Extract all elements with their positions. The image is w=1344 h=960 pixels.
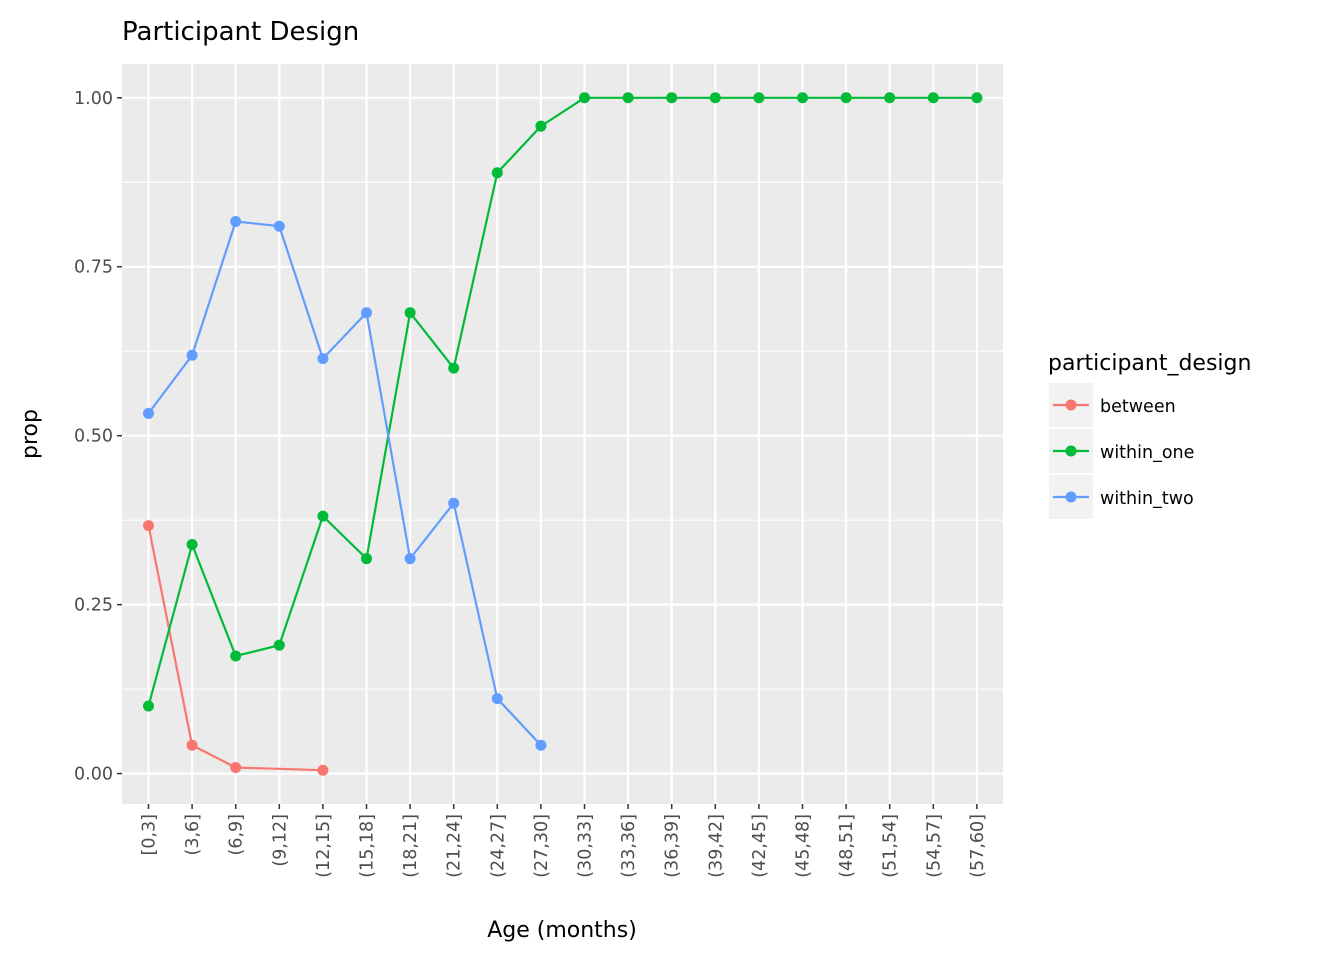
data-point: [273, 220, 285, 232]
legend-item-between: between: [1049, 383, 1176, 427]
x-tick-label: (54,57]: [924, 814, 944, 878]
data-point: [448, 362, 460, 374]
series-line: [147, 525, 323, 772]
data-point: [579, 92, 590, 104]
x-tick-label: [0,3]: [140, 814, 160, 856]
data-point: [927, 92, 939, 104]
legend-key-point: [1065, 491, 1077, 503]
grid-lines: [122, 64, 1003, 804]
x-tick-label: (9,12]: [270, 814, 290, 867]
legend: participant_design between within_onewith…: [1048, 351, 1251, 519]
y-axis: 0.00 0.25 0.50 0.75 1.00: [74, 89, 122, 785]
series-within-one: [143, 92, 983, 712]
x-tick-label: (24,27]: [488, 814, 508, 878]
legend-title: participant_design: [1048, 351, 1251, 376]
data-point: [666, 92, 678, 104]
data-point: [317, 764, 329, 776]
x-tick-label: (15,18]: [358, 814, 378, 878]
legend-label: within_two: [1100, 489, 1194, 509]
data-point: [361, 553, 372, 565]
data-point: [361, 307, 372, 319]
y-tick-label: 0.25: [74, 596, 113, 616]
data-point: [186, 739, 198, 751]
data-point: [143, 520, 154, 532]
x-axis-title: Age (months): [487, 918, 637, 943]
legend-label: between: [1100, 397, 1176, 417]
x-tick-label: (6,9]: [227, 814, 247, 856]
series-line: [147, 220, 542, 746]
series-line: [147, 96, 977, 707]
x-tick-label: (33,36]: [619, 814, 639, 878]
y-tick-label: 1.00: [74, 89, 113, 109]
x-tick-label: (30,33]: [576, 814, 596, 878]
x-tick-label: (51,54]: [881, 814, 901, 878]
data-point: [535, 120, 547, 132]
data-point: [491, 167, 503, 179]
x-tick-label: (3,6]: [183, 814, 203, 856]
data-point: [448, 497, 460, 509]
data-point: [317, 510, 329, 522]
legend-item-within-two: within_two: [1049, 475, 1194, 519]
x-tick-label: (48,51]: [837, 814, 857, 878]
data-point: [230, 762, 242, 774]
x-tick-label: (42,45]: [750, 814, 770, 878]
x-tick-label: (45,48]: [794, 814, 814, 878]
data-point: [491, 693, 503, 705]
x-tick-label: (36,39]: [663, 814, 683, 878]
data-point: [404, 307, 416, 319]
series-layer: [143, 92, 983, 776]
chart-title: Participant Design: [122, 17, 359, 47]
legend-item-within-one: within_one: [1049, 429, 1194, 473]
y-axis-title: prop: [18, 409, 43, 459]
y-tick-label: 0.00: [74, 765, 113, 785]
legend-label: within_one: [1100, 443, 1194, 463]
data-point: [230, 215, 242, 227]
y-tick-label: 0.50: [74, 427, 113, 447]
data-point: [317, 353, 329, 365]
data-point: [840, 92, 852, 104]
data-point: [753, 92, 765, 104]
data-point: [404, 553, 416, 565]
series-within-two: [143, 215, 547, 751]
data-point: [186, 349, 198, 361]
x-tick-label: (39,42]: [706, 814, 726, 878]
legend-key-point: [1065, 445, 1077, 457]
x-tick-label: (12,15]: [314, 814, 334, 878]
data-point: [143, 407, 154, 419]
y-tick-label: 0.75: [74, 258, 113, 278]
legend-key-point: [1065, 399, 1077, 411]
data-point: [971, 92, 983, 104]
data-point: [230, 650, 242, 662]
data-point: [186, 538, 198, 550]
data-point: [622, 92, 634, 104]
data-point: [273, 639, 285, 651]
data-point: [797, 92, 808, 104]
plot-panel: [122, 64, 1003, 804]
x-tick-label: (57,60]: [968, 814, 988, 878]
x-tick-label: (18,21]: [401, 814, 421, 878]
x-axis: [0,3] (3,6] (6,9] (9,12] (12,15] (15,18] (18,2…: [140, 804, 988, 878]
data-point: [709, 92, 721, 104]
x-tick-label: (27,30]: [532, 814, 552, 878]
data-point: [535, 739, 547, 751]
x-tick-label: (21,24]: [445, 814, 465, 878]
data-point: [143, 700, 154, 712]
series-between: [143, 520, 329, 776]
data-point: [884, 92, 896, 104]
